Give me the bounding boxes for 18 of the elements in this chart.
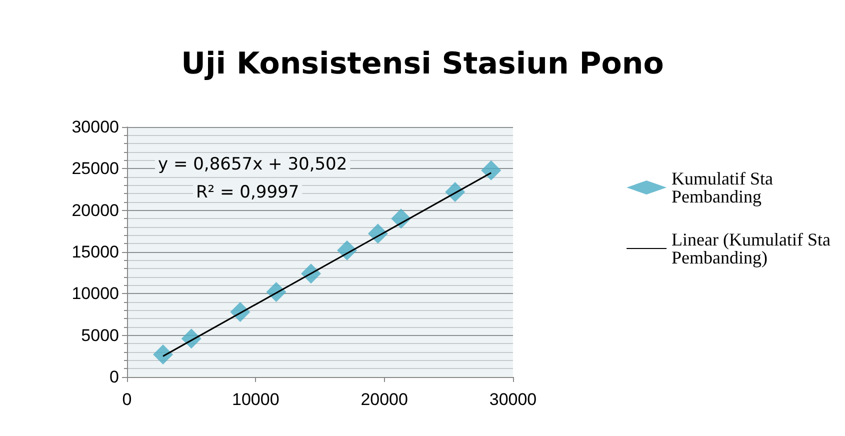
x-tick-label: 20000	[360, 390, 408, 409]
legend-label: Kumulatif Sta Pembanding	[672, 168, 778, 206]
y-tick-label: 15000	[72, 242, 119, 262]
y-tick-label: 0	[110, 368, 119, 386]
x-tick-label: 0	[122, 390, 132, 409]
y-tick-label: 20000	[72, 200, 119, 220]
annotation: y = 0,8657x + 30,502	[158, 154, 348, 174]
point	[153, 344, 174, 364]
legend-label: Linear (Kumulatif Sta Pembanding)	[672, 230, 836, 268]
y-tick-label: 5000	[81, 326, 119, 345]
y-tick-label: 10000	[72, 284, 119, 304]
annotation: R² = 0,9997	[196, 182, 300, 202]
y-tick-label: 25000	[72, 159, 119, 178]
x-tick-label: 10000	[232, 390, 280, 409]
chart-title: Uji Konsistensi Stasiun Pono	[181, 46, 664, 82]
point	[481, 160, 502, 180]
y-tick-label: 30000	[72, 118, 119, 136]
x-tick-label: 30000	[489, 390, 537, 409]
